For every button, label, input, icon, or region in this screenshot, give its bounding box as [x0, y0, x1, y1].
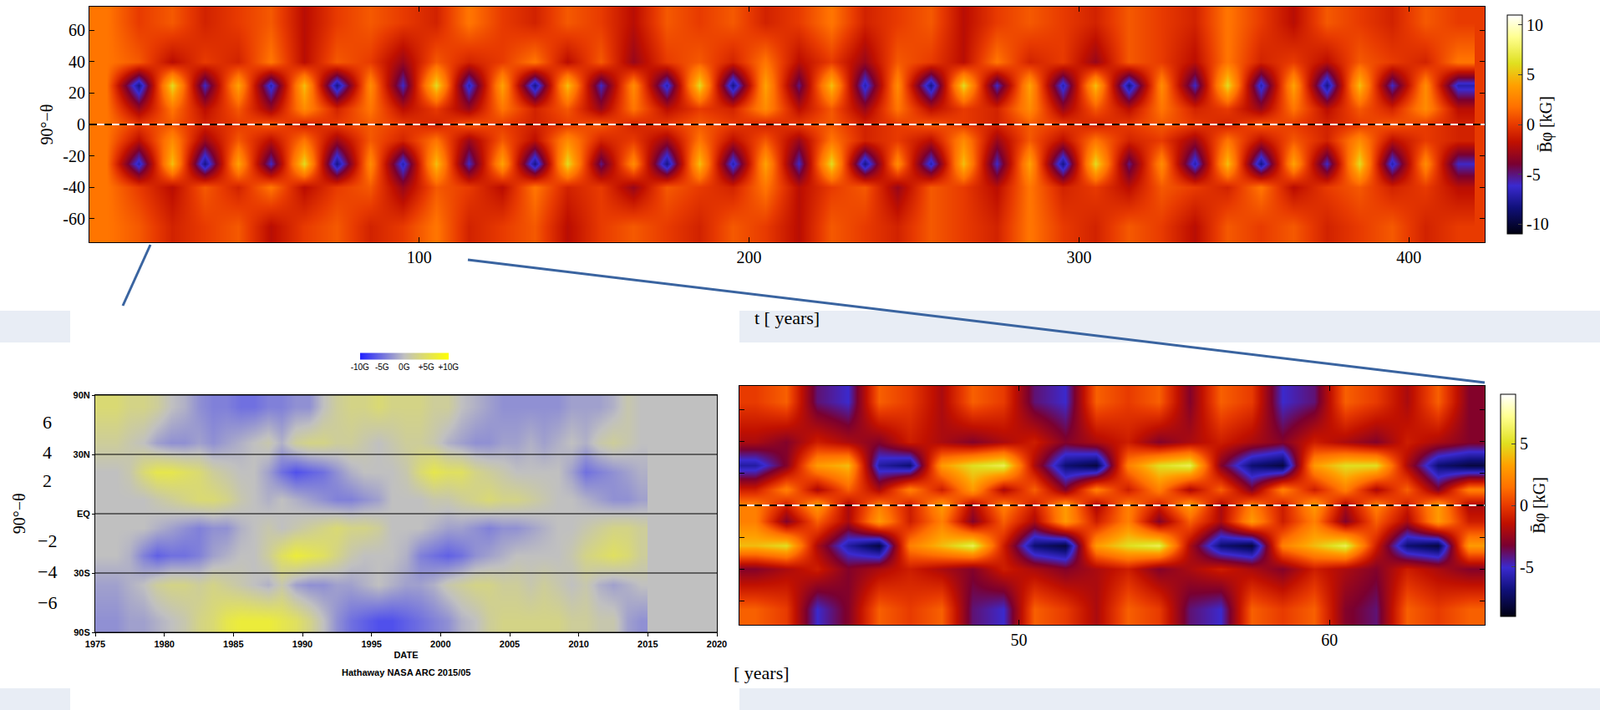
- svg-text:-5G: -5G: [375, 362, 390, 372]
- svg-text:2015: 2015: [637, 639, 658, 650]
- svg-text:B̄φ [kG]: B̄φ [kG]: [1529, 477, 1550, 534]
- svg-text:−6: −6: [37, 592, 57, 614]
- svg-text:90°−θ: 90°−θ: [10, 492, 29, 534]
- svg-text:2005: 2005: [499, 639, 520, 650]
- svg-text:20: 20: [68, 83, 86, 102]
- svg-text:-5: -5: [1526, 165, 1541, 184]
- svg-text:400: 400: [1396, 248, 1422, 267]
- svg-text:-10: -10: [1526, 214, 1550, 234]
- svg-text:90N: 90N: [73, 390, 91, 401]
- svg-text:EQ: EQ: [76, 508, 91, 519]
- svg-text:90°−θ: 90°−θ: [37, 104, 56, 146]
- svg-text:Hathaway NASA ARC 2015/05: Hathaway NASA ARC 2015/05: [341, 667, 471, 678]
- svg-text:B̄φ [kG]: B̄φ [kG]: [1536, 96, 1556, 153]
- svg-text:50: 50: [1010, 630, 1028, 650]
- svg-text:5: 5: [1519, 434, 1529, 453]
- svg-text:2020: 2020: [706, 639, 727, 650]
- svg-text:1980: 1980: [153, 639, 174, 650]
- svg-text:6: 6: [42, 411, 52, 433]
- svg-text:-20: -20: [62, 147, 86, 166]
- svg-text:[ years]: [ years]: [733, 662, 790, 684]
- svg-text:-5: -5: [1519, 558, 1534, 577]
- svg-text:−2: −2: [37, 530, 57, 552]
- svg-text:1985: 1985: [223, 639, 244, 650]
- svg-text:30S: 30S: [73, 568, 91, 579]
- svg-text:0: 0: [1526, 115, 1535, 134]
- svg-text:40: 40: [68, 52, 86, 72]
- svg-text:4: 4: [42, 441, 52, 463]
- svg-text:10: 10: [1526, 15, 1544, 35]
- svg-text:1990: 1990: [292, 639, 313, 650]
- svg-text:1975: 1975: [85, 639, 106, 650]
- svg-text:0G: 0G: [398, 362, 411, 372]
- svg-text:30N: 30N: [73, 449, 91, 460]
- svg-text:2010: 2010: [568, 639, 589, 650]
- svg-text:DATE: DATE: [393, 650, 418, 661]
- svg-text:300: 300: [1066, 248, 1092, 267]
- svg-text:90S: 90S: [73, 627, 91, 638]
- svg-text:-40: -40: [62, 177, 86, 197]
- svg-text:0: 0: [1519, 496, 1529, 515]
- svg-text:+10G: +10G: [437, 362, 459, 372]
- svg-text:200: 200: [736, 248, 762, 267]
- svg-text:+5G: +5G: [418, 362, 435, 372]
- svg-text:0: 0: [76, 115, 86, 134]
- svg-text:−4: −4: [37, 561, 57, 583]
- svg-text:t [ years]: t [ years]: [754, 307, 820, 329]
- svg-text:60: 60: [1320, 630, 1338, 650]
- svg-text:5: 5: [1526, 65, 1535, 84]
- svg-text:-10G: -10G: [350, 362, 370, 372]
- svg-text:-60: -60: [62, 209, 86, 229]
- svg-text:1995: 1995: [360, 639, 381, 650]
- svg-text:100: 100: [406, 248, 432, 267]
- svg-text:2: 2: [42, 470, 52, 492]
- svg-text:2000: 2000: [430, 639, 451, 650]
- svg-text:60: 60: [68, 20, 86, 40]
